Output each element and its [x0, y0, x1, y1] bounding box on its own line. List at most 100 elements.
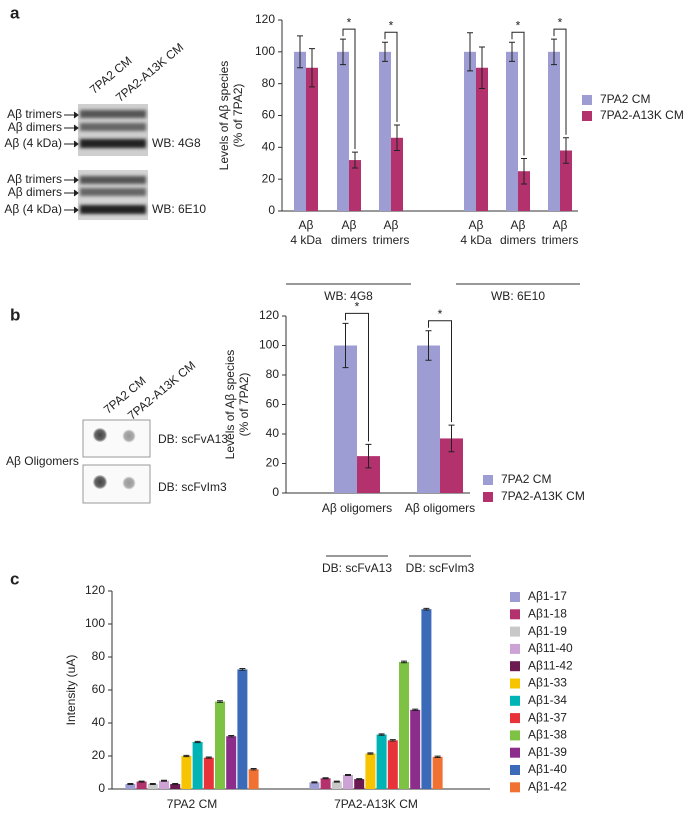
- legend-label: Aβ1-17: [528, 589, 567, 603]
- error-bar: [239, 668, 246, 671]
- bar: [421, 609, 432, 789]
- band-label: Aβ trimers: [7, 172, 62, 186]
- error-bar: [367, 752, 374, 755]
- significance-label: *: [347, 15, 352, 29]
- error-bar: [333, 780, 340, 783]
- bar: [440, 438, 463, 493]
- bar: [476, 67, 488, 211]
- bar: [357, 456, 380, 493]
- legend-label: Aβ11-42: [528, 658, 573, 672]
- error-bar: [311, 781, 318, 784]
- significance-bracket: [428, 320, 452, 423]
- error-bar: [479, 46, 485, 89]
- significance-bracket: [342, 28, 356, 150]
- x-tick-label: Aβ: [469, 218, 484, 232]
- error-bar: [365, 443, 372, 469]
- error-bar: [401, 660, 407, 664]
- x-tick-label: trimers: [542, 233, 579, 247]
- group-label: DB: scFvA13: [322, 561, 392, 575]
- y-axis-label: (% of 7PA2): [237, 373, 251, 437]
- bar: [376, 734, 387, 789]
- error-bar: [322, 777, 329, 780]
- legend-label: Aβ1-19: [528, 624, 567, 638]
- error-bar: [521, 157, 527, 185]
- bar: [309, 782, 320, 789]
- legend-label: Aβ1-34: [528, 693, 567, 707]
- x-tick-label: 7PA2-A13K CM: [334, 797, 418, 811]
- bar: [548, 51, 560, 212]
- error-bar: [183, 754, 190, 758]
- bar: [379, 51, 391, 212]
- bar: [506, 51, 518, 212]
- error-bar: [389, 739, 396, 742]
- antibody-label: DB: scFvIm3: [158, 480, 227, 494]
- y-tick-label: 60: [266, 397, 280, 411]
- y-axis-label: (% of 7PA2): [231, 84, 245, 148]
- significance-bracket: [553, 28, 567, 135]
- y-tick-label: 0: [272, 485, 279, 499]
- group-label: DB: scFvIm3: [406, 561, 475, 575]
- legend-label: Aβ11-40: [528, 641, 573, 655]
- legend-label: 7PA2 CM: [501, 472, 551, 486]
- bar: [334, 345, 357, 493]
- y-tick-label: 80: [266, 367, 280, 381]
- bar: [215, 701, 225, 789]
- arrows: [64, 111, 79, 214]
- antibody-label: WB: 4G8: [152, 136, 201, 150]
- error-bar: [382, 41, 388, 62]
- bar: [237, 669, 248, 789]
- x-tick-label: Aβ: [299, 218, 314, 232]
- error-bar: [551, 38, 557, 66]
- bar: [518, 171, 530, 211]
- x-tick-label: Aβ oligomers: [322, 501, 392, 515]
- x-tick-label: 7PA2 CM: [167, 797, 217, 811]
- y-tick-label: 60: [92, 682, 106, 696]
- bar: [306, 67, 318, 211]
- panel-label: a: [10, 3, 20, 22]
- error-bar: [194, 740, 201, 744]
- error-bar: [378, 733, 385, 736]
- error-bar: [394, 124, 400, 152]
- legend-swatch: [510, 782, 520, 793]
- error-bar: [423, 607, 430, 611]
- error-bar: [356, 778, 363, 781]
- y-tick-label: 40: [92, 715, 106, 729]
- x-tick-label: 4 kDa: [290, 233, 322, 247]
- legend-label: Aβ1-42: [528, 779, 567, 793]
- legend-swatch: [510, 765, 520, 775]
- group-label: WB: 4G8: [324, 289, 373, 303]
- bar: [170, 784, 181, 789]
- legend-swatch: [510, 661, 520, 672]
- bar: [343, 774, 353, 789]
- bar: [417, 345, 440, 493]
- legend-label: Aβ1-40: [528, 762, 567, 776]
- error-bar: [434, 755, 441, 758]
- bar: [387, 740, 398, 789]
- band-label: Aβ dimers: [8, 120, 62, 134]
- error-bar: [217, 700, 223, 703]
- bar: [399, 661, 409, 789]
- band-label: Aβ (4 kDa): [4, 202, 62, 216]
- error-bar: [425, 330, 432, 361]
- legend-label: Aβ1-39: [528, 745, 567, 759]
- legend-label: 7PA2-A13K CM: [600, 108, 684, 122]
- legend-label: Aβ1-18: [528, 606, 567, 620]
- error-bar: [297, 35, 303, 69]
- band-label: Aβ (4 kDa): [4, 136, 62, 150]
- band-label: Aβ trimers: [7, 107, 62, 121]
- bar: [226, 736, 237, 789]
- legend-swatch: [510, 695, 520, 706]
- legend-swatch: [510, 643, 520, 654]
- legend-swatch: [483, 492, 493, 502]
- error-bar: [412, 708, 419, 711]
- bar: [159, 780, 169, 789]
- error-bar: [563, 137, 569, 164]
- y-tick-label: 100: [259, 338, 279, 352]
- error-bar: [448, 424, 455, 453]
- y-tick-label: 20: [262, 171, 276, 185]
- bar: [354, 779, 365, 789]
- bar: [181, 756, 192, 789]
- error-bar: [309, 48, 315, 88]
- x-tick-label: dimers: [331, 233, 367, 247]
- sample-label: Aβ Oligomers: [6, 454, 79, 468]
